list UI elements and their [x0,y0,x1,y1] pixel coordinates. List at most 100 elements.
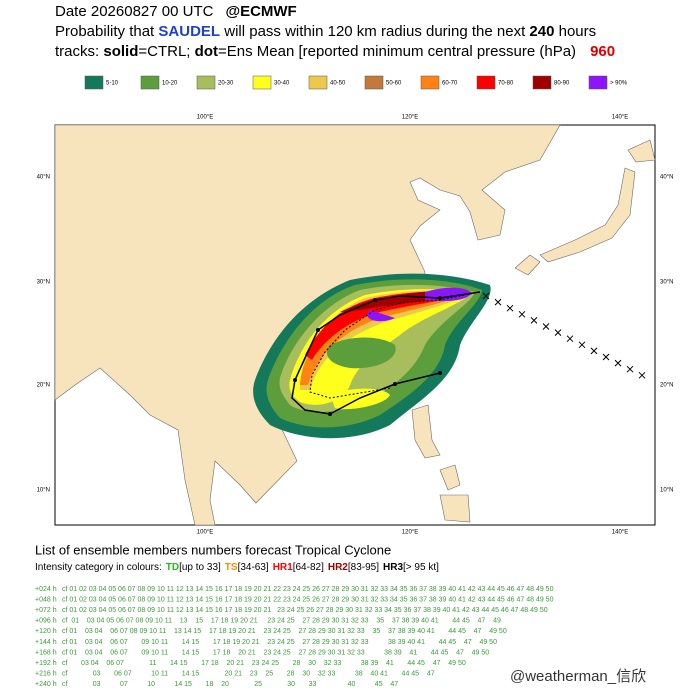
track-cross [542,323,550,330]
track-points [293,296,442,416]
member-list: cf 03 07 10 14 15 18 20 25 30 33 40 45 4… [62,681,398,688]
member-list: cf 01 02 03 04 05 06 07 08 09 10 11 12 1… [62,586,554,593]
intensity-part: [64-82] [293,562,324,573]
lat-label: 10°N [37,488,50,494]
header-line-2: Probability that SAUDEL will pass within… [55,23,596,40]
intensity-part: [up to 33] [179,562,221,573]
track-cross [506,304,514,312]
tracks [291,291,646,416]
legend-label: 5-10 [106,81,119,87]
intensity-part: HR3 [383,562,403,573]
lead-time: +096 h [35,618,57,625]
lead-time: +168 h [35,649,57,656]
lon-label: 100°E [197,115,213,121]
member-list: cf 01 02 03 04 05 06 07 08 09 10 11 12 1… [62,596,554,603]
member-rows: +024 h cf 01 02 03 04 05 06 07 08 09 10 1… [35,586,554,688]
legend-label: 60-70 [442,81,458,87]
axis-labels: 100°E 100°E 120°E 120°E 140°E 140°E 40°N 40°N 30… [37,115,674,536]
text: =Ens Mean [reported minimum central pres… [218,43,576,60]
lat-label: 40°N [37,175,50,181]
lat-label: 30°N [37,280,50,286]
legend-swatch [84,75,104,90]
track-cross [482,292,490,300]
lat-label: 10°N [660,488,673,494]
legend-swatch [196,75,216,90]
text: hours [559,23,597,40]
text: dot [195,43,218,60]
member-list: cf 03 04 06 07 11 14 15 17 18 20 21 23 2… [62,660,466,667]
legend-label: > 90% [610,81,628,87]
intensity-line: Intensity category in colours: TD[up to 3… [35,562,439,573]
lon-label: 140°E [612,530,628,536]
header-line-3: tracks: solid=CTRL; dot=Ens Mean [report… [55,43,615,60]
lead-time: +120 h [35,628,57,635]
lat-label: 40°N [660,175,673,181]
member-list: cf 01 03 04 05 06 07 08 09 10 11 13 15 1… [62,618,501,625]
text: solid [103,43,138,60]
track-cross [590,347,598,355]
lead-time: +072 h [35,607,57,614]
intensity-part: TS [225,562,238,573]
intensity-part: HR2 [328,562,348,573]
legend-label: 10-20 [162,81,178,87]
lon-label: 100°E [197,530,213,536]
legend-label: 50-60 [386,81,402,87]
legend-swatch [140,75,160,90]
track-cross [638,371,646,379]
text: tracks: [55,43,99,60]
lat-label: 20°N [37,383,50,389]
lat-label: 20°N [660,383,673,389]
intensity-part: HR1 [273,562,293,573]
legend-swatch [476,75,496,90]
lon-label: 140°E [612,115,628,121]
track-cross [602,353,610,361]
track-cross [578,341,586,349]
watermark: @weatherman_信欣 [510,668,646,685]
legend-swatch [252,75,272,90]
intensity-part: [> 95 kt] [403,562,439,573]
track-cross [518,310,526,318]
lead-time: +024 h [35,586,57,593]
legend-label: 80-90 [554,81,570,87]
lon-label: 120°E [402,530,418,536]
ctrl-track [291,291,481,415]
date: Date 20260827 00 UTC [55,3,214,20]
intensity-part: [34-63] [238,562,269,573]
legend-swatch [588,75,608,90]
legend-swatch [308,75,328,90]
observed-track [482,292,646,379]
lead-time: +144 h [35,639,57,646]
text: =CTRL; [138,43,190,60]
track-cross [614,359,622,367]
member-list: cf 01 03 04 06 07 09 10 11 14 15 17 18 2… [62,649,489,656]
pressure: 960 [590,43,615,60]
map: 100°E 100°E 120°E 120°E 140°E 140°E 40°N 40°N 30… [37,115,674,536]
legend: 5-10 10-20 20-30 30-40 40-50 50-60 60-70 70-80 8… [84,75,628,90]
storm-name: SAUDEL [158,23,220,40]
members-title: List of ensemble members numbers forecas… [35,542,391,557]
legend-label: 30-40 [274,81,290,87]
hours: 240 [529,23,554,40]
source: @ECMWF [225,3,296,20]
lon-label: 120°E [402,115,418,121]
member-list: cf 01 02 03 04 05 06 07 08 09 10 11 12 1… [62,607,548,614]
track-cross [494,298,502,306]
legend-label: 40-50 [330,81,346,87]
intensity-part: TD [166,562,179,573]
track-cross [626,365,634,373]
lead-time: +240 h [35,681,57,688]
intensity-part: [83-95] [348,562,379,573]
text: Probability that [55,23,155,40]
lat-label: 30°N [660,280,673,286]
legend-swatch [532,75,552,90]
member-list: cf 01 03 04 06 07 09 10 11 14 15 17 18 1… [62,639,497,646]
lead-time: +192 h [35,660,57,667]
legend-label: 70-80 [498,81,514,87]
legend-label: 20-30 [218,81,234,87]
lead-time: +048 h [35,596,57,603]
track-cross [530,317,538,324]
track-cross [554,329,562,336]
ens-mean-track [309,291,481,399]
intensity-part: Intensity category in colours: [35,562,162,573]
